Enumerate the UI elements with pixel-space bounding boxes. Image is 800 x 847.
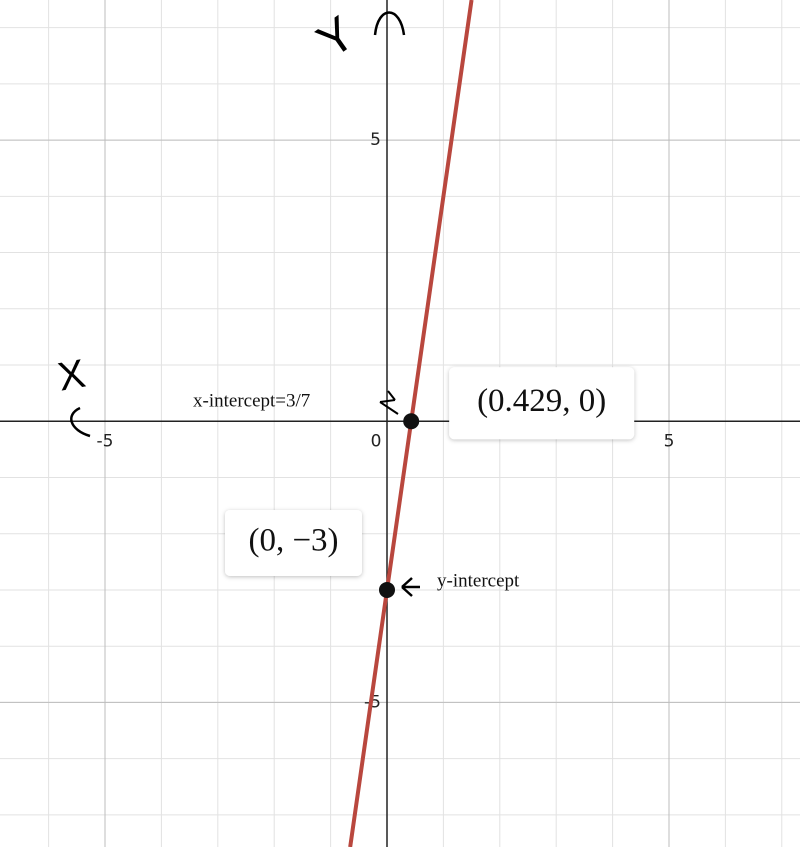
y-axis-hand-arrow <box>373 11 406 36</box>
x-intercept-arrow <box>379 390 399 415</box>
plot <box>348 0 474 847</box>
labels: (0.429, 0) (0, −3) x-intercept=3/7 y-interc… <box>55 7 635 591</box>
annotation: x-intercept=3/7 <box>193 390 310 411</box>
line <box>348 0 474 847</box>
point-label: (0, −3) <box>248 523 338 559</box>
axis-hand-label: X <box>55 352 89 400</box>
annotation: y-intercept <box>437 570 520 591</box>
x-axis-hand-arrow <box>70 406 91 438</box>
point-label: (0.429, 0) <box>477 383 606 419</box>
point-label-box <box>225 509 363 576</box>
axis-hand-label: Y <box>308 7 365 69</box>
x-tick-label: -5 <box>97 431 114 451</box>
point <box>379 581 396 598</box>
y-intercept-arrow <box>401 577 420 597</box>
x-tick-label: 5 <box>664 431 675 451</box>
point-label-box <box>449 367 635 440</box>
x-tick-label: 0 <box>371 431 382 451</box>
point <box>403 413 420 430</box>
y-tick-label: 5 <box>370 130 381 150</box>
